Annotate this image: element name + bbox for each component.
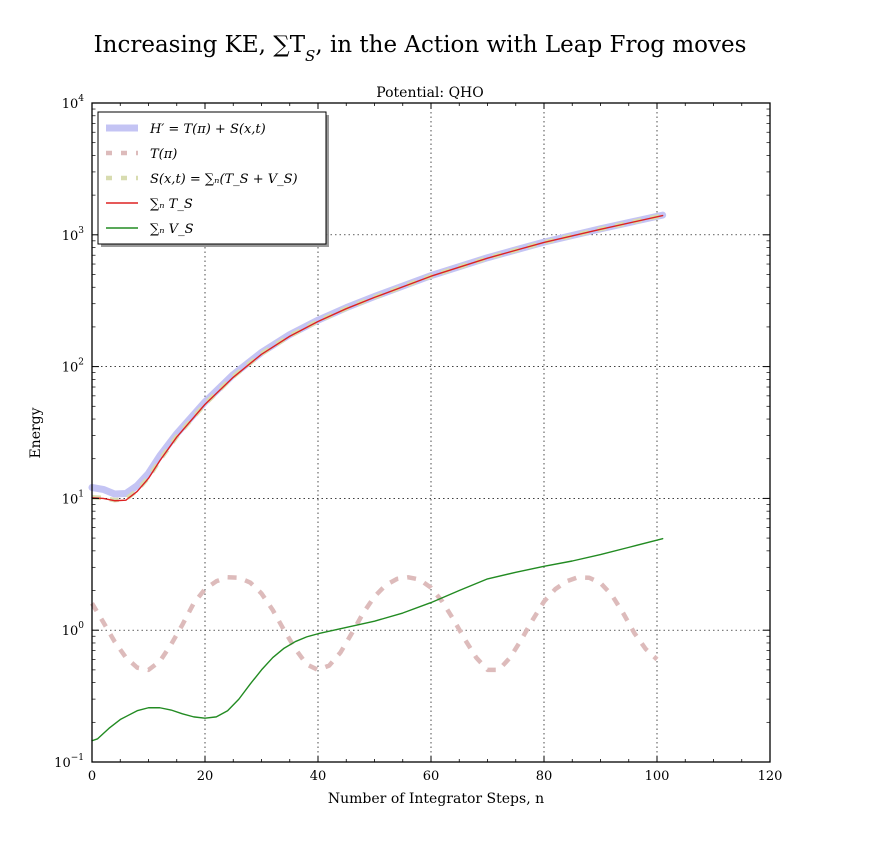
y-axis-label: Energy (28, 407, 44, 458)
y-tick-label: 104 (62, 94, 85, 112)
x-axis-label: Number of Integrator Steps, n (328, 791, 544, 807)
series-sum-ts-line (91, 214, 664, 502)
series-layer (88, 211, 667, 742)
x-tick-label: 40 (310, 769, 327, 784)
x-tick-label: 120 (758, 769, 783, 784)
x-tick-label: 100 (645, 769, 670, 784)
y-tick-label: 101 (62, 489, 84, 507)
chart-title: Potential: QHO (376, 85, 483, 101)
legend: H′ = T(π) + S(x,t) T(π) S(x,t) = ∑ₙ(T_S + … (97, 111, 329, 247)
y-tick-label: 103 (62, 226, 85, 244)
x-tick-label: 20 (197, 769, 214, 784)
series-sum-ts-legend-label: ∑ₙ T_S (150, 197, 193, 212)
y-tick-label: 10−1 (54, 753, 84, 771)
series-s-xt-legend-label: S(x,t) = ∑ₙ(T_S + V_S) (150, 172, 298, 187)
y-tick-label: 100 (62, 621, 85, 639)
figure-title: Increasing KE, ∑TS, in the Action with L… (94, 32, 747, 65)
series-h-prime-legend-label: H′ = T(π) + S(x,t) (149, 122, 266, 137)
series-sum-vs-legend-label: ∑ₙ V_S (150, 222, 194, 237)
x-tick-label: 80 (536, 769, 553, 784)
x-tick-label: 0 (88, 769, 96, 784)
ticks (91, 102, 771, 763)
series-t-pi-legend-label: T(π) (150, 147, 177, 162)
x-tick-label: 60 (423, 769, 440, 784)
tick-labels: 0 20 40 60 80 100 120 10−1 100 101 102 103 104 (54, 94, 782, 784)
y-tick-label: 102 (62, 358, 84, 376)
series-sum-vs-line (91, 537, 664, 742)
